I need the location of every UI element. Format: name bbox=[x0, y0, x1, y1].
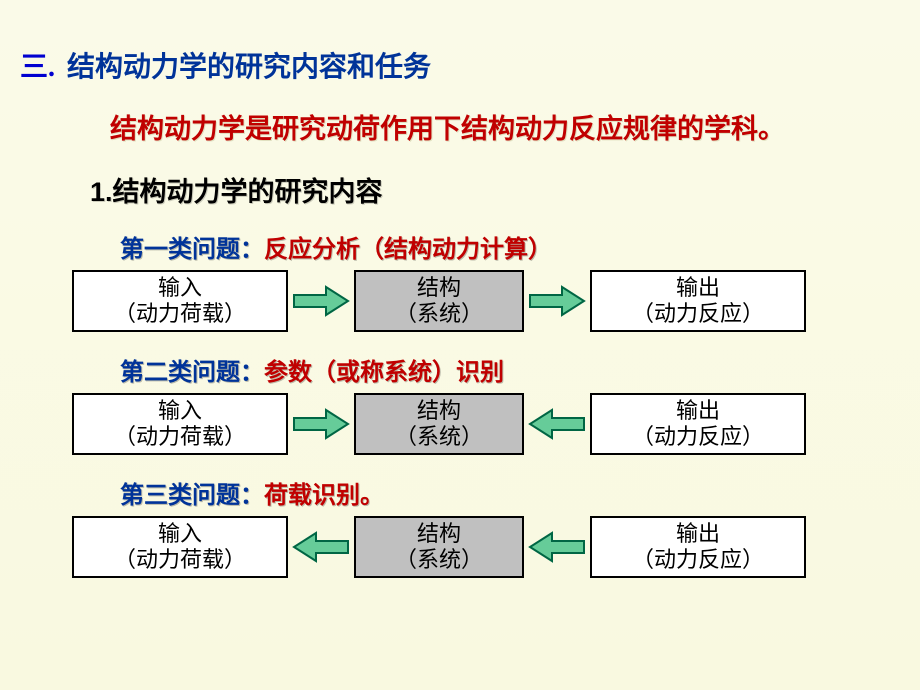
system-box: 结构（系统） bbox=[354, 270, 524, 332]
title-number: 三. bbox=[20, 52, 55, 83]
arrow-slot bbox=[524, 283, 590, 319]
system-box-line1: 结构 bbox=[417, 275, 461, 301]
arrow-slot bbox=[288, 529, 354, 565]
problem-label-red: 荷载识别。 bbox=[264, 483, 384, 509]
subtitle: 结构动力学是研究动荷作用下结构动力反应规律的学科。 bbox=[0, 85, 920, 146]
input-box-line1: 输入 bbox=[158, 521, 202, 547]
output-box-line2: （动力反应） bbox=[632, 424, 764, 450]
output-box-line2: （动力反应） bbox=[632, 301, 764, 327]
arrow-slot bbox=[288, 283, 354, 319]
arrow-right-icon bbox=[292, 283, 350, 319]
page-title-row: 三. 结构动力学的研究内容和任务 bbox=[0, 0, 920, 85]
section-heading: 1.结构动力学的研究内容 bbox=[0, 146, 920, 209]
problem-label-blue: 第三类问题： bbox=[120, 483, 264, 509]
arrow-right-icon bbox=[292, 406, 350, 442]
output-box-line1: 输出 bbox=[676, 521, 720, 547]
input-box-line1: 输入 bbox=[158, 275, 202, 301]
input-box: 输入（动力荷载） bbox=[72, 270, 288, 332]
problem-label-red: 反应分析（结构动力计算） bbox=[264, 237, 552, 263]
input-box-line1: 输入 bbox=[158, 398, 202, 424]
system-box-line2: （系统） bbox=[395, 424, 483, 450]
flow-row: 输入（动力荷载） 结构（系统） 输出（动力反应） bbox=[0, 516, 920, 578]
input-box: 输入（动力荷载） bbox=[72, 393, 288, 455]
input-box-line2: （动力荷载） bbox=[114, 424, 246, 450]
output-box: 输出（动力反应） bbox=[590, 270, 806, 332]
system-box-line1: 结构 bbox=[417, 398, 461, 424]
system-box-line1: 结构 bbox=[417, 521, 461, 547]
arrow-slot bbox=[524, 529, 590, 565]
output-box-line1: 输出 bbox=[676, 275, 720, 301]
output-box: 输出（动力反应） bbox=[590, 516, 806, 578]
system-box-line2: （系统） bbox=[395, 547, 483, 573]
system-box: 结构（系统） bbox=[354, 393, 524, 455]
system-box-line2: （系统） bbox=[395, 301, 483, 327]
arrow-slot bbox=[524, 406, 590, 442]
output-box-line2: （动力反应） bbox=[632, 547, 764, 573]
input-box-line2: （动力荷载） bbox=[114, 547, 246, 573]
output-box: 输出（动力反应） bbox=[590, 393, 806, 455]
arrow-left-icon bbox=[292, 529, 350, 565]
problems-container: 第一类问题：反应分析（结构动力计算）输入（动力荷载）结构（系统）输出（动力反应）… bbox=[0, 209, 920, 578]
flow-row: 输入（动力荷载） 结构（系统） 输出（动力反应） bbox=[0, 270, 920, 332]
arrow-left-icon bbox=[528, 529, 586, 565]
arrow-left-icon bbox=[528, 406, 586, 442]
problem-label: 第二类问题：参数（或称系统）识别 bbox=[0, 332, 920, 393]
problem-label-red: 参数（或称系统）识别 bbox=[264, 360, 504, 386]
arrow-right-icon bbox=[528, 283, 586, 319]
input-box-line2: （动力荷载） bbox=[114, 301, 246, 327]
problem-label: 第一类问题：反应分析（结构动力计算） bbox=[0, 209, 920, 270]
problem-label-blue: 第二类问题： bbox=[120, 360, 264, 386]
arrow-slot bbox=[288, 406, 354, 442]
system-box: 结构（系统） bbox=[354, 516, 524, 578]
flow-row: 输入（动力荷载） 结构（系统） 输出（动力反应） bbox=[0, 393, 920, 455]
title-text: 结构动力学的研究内容和任务 bbox=[67, 52, 431, 83]
output-box-line1: 输出 bbox=[676, 398, 720, 424]
input-box: 输入（动力荷载） bbox=[72, 516, 288, 578]
problem-label-blue: 第一类问题： bbox=[120, 237, 264, 263]
problem-label: 第三类问题：荷载识别。 bbox=[0, 455, 920, 516]
